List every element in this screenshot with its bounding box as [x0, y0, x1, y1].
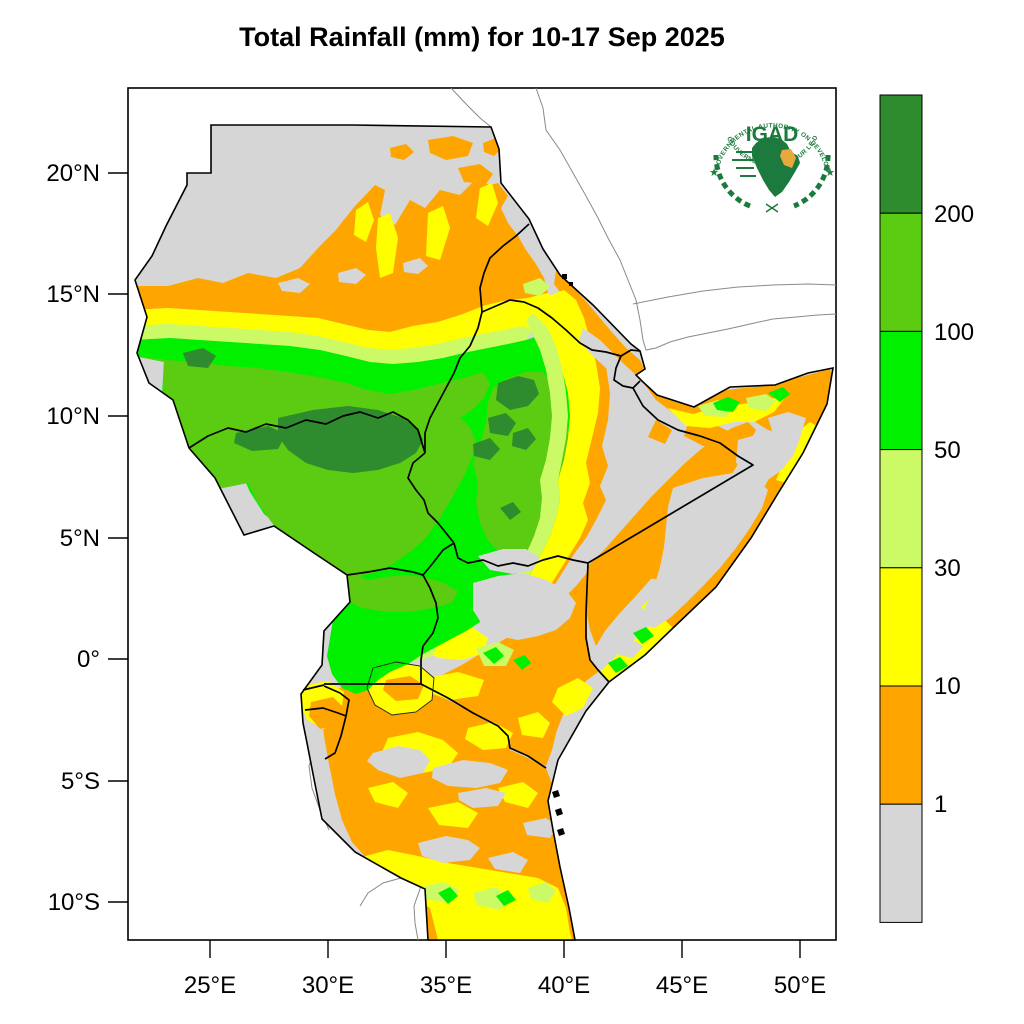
colorbar-seg-lt1	[879, 803, 923, 923]
border-southsudan-uganda	[346, 567, 424, 576]
lat-label-15n: 15°N	[46, 281, 100, 308]
lon-label-35e: 35°E	[420, 972, 472, 999]
lon-label-30e: 30°E	[302, 972, 354, 999]
lon-label-40e: 40°E	[538, 972, 590, 999]
border-eritrea-djibouti	[620, 349, 641, 357]
longitude-axis: 25°E 30°E 35°E 40°E 45°E 50°E	[184, 940, 826, 999]
colorbar-label-30: 30	[934, 555, 961, 582]
colorbar-seg-1-10	[879, 685, 923, 805]
border-rwanda-burundi	[304, 707, 347, 717]
border-sudan-eritrea	[479, 223, 530, 313]
dahlak-islands	[562, 274, 567, 279]
border-rwanda-tanzania	[323, 685, 350, 717]
border-kenya-tanzania	[420, 683, 547, 769]
lon-label-50e: 50°E	[774, 972, 826, 999]
egypt-coastline	[450, 88, 492, 128]
colorbar-seg-50-100	[879, 330, 923, 451]
lon-label-25e: 25°E	[184, 972, 236, 999]
border-southsudan-kenya	[422, 542, 455, 576]
logo-wreath-left	[713, 154, 751, 209]
igad-region-outline	[134, 124, 834, 941]
logo-igad-region-highlight	[780, 149, 796, 168]
lat-label-5n: 5°N	[60, 525, 100, 552]
colorbar: 200 100 50 30 10 1	[879, 94, 974, 923]
logo-star-left: ★	[709, 167, 719, 179]
rain-east-slope-strips	[510, 290, 610, 608]
saudi-yemen-border	[632, 283, 836, 305]
colorbar-label-200: 200	[934, 201, 974, 228]
border-uganda-kenya	[420, 574, 439, 684]
lake-victoria-outline	[366, 661, 435, 716]
country-borders	[188, 223, 754, 769]
rain-lake-region-patches	[309, 676, 424, 729]
border-eritrea-ethiopia	[481, 299, 622, 357]
border-ethiopia-kenya	[453, 542, 589, 567]
border-ethiopia-somalia	[587, 387, 754, 564]
border-sudan-ethiopia	[424, 311, 483, 453]
lat-label-0: 0°	[77, 646, 100, 673]
lat-label-10s: 10°S	[48, 889, 100, 916]
arabian-coastline	[535, 88, 836, 351]
dahlak-islands-2	[569, 282, 573, 286]
border-sudan-southsudan	[188, 411, 426, 454]
colorbar-seg-100-200	[879, 212, 923, 332]
colorbar-seg-30-50	[879, 449, 923, 569]
logo-igad-wordmark: IGAD	[746, 123, 799, 146]
lat-label-20n: 20°N	[46, 160, 100, 187]
border-burundi-tanzania	[324, 715, 347, 760]
border-rwanda-uganda	[302, 684, 325, 691]
border-kenya-somalia	[585, 562, 610, 683]
colorbar-label-10: 10	[934, 673, 961, 700]
zambia-border	[359, 877, 402, 907]
island-mafia	[557, 828, 565, 836]
page-title: Total Rainfall (mm) for 10-17 Sep 2025	[239, 22, 725, 52]
rain-dry-gray-patches	[278, 258, 806, 873]
latitude-axis: 20°N 15°N 10°N 5°N 0° 5°S 10°S	[46, 160, 128, 916]
border-southsudan-ethiopia	[407, 452, 455, 544]
colorbar-seg-gt200	[879, 94, 923, 214]
colorbar-seg-10-30	[879, 567, 923, 687]
lon-label-45e: 45°E	[656, 972, 708, 999]
logo-wreath-right	[793, 154, 831, 209]
lakes-and-islands	[366, 274, 573, 836]
island-pemba	[552, 790, 560, 798]
lat-label-10n: 10°N	[46, 403, 100, 430]
colorbar-label-100: 100	[934, 319, 974, 346]
colorbar-label-1: 1	[934, 791, 947, 818]
logo-star-right: ★	[825, 167, 835, 179]
lat-label-5s: 5°S	[61, 768, 100, 795]
lake-malawi-west-shore	[413, 885, 422, 940]
colorbar-label-50: 50	[934, 437, 961, 464]
border-djibouti	[613, 355, 641, 389]
rain-gt200-regions	[183, 348, 539, 520]
island-zanzibar	[555, 808, 563, 816]
logo-crossed-base	[765, 203, 779, 213]
logo-speed-lines	[732, 151, 756, 177]
